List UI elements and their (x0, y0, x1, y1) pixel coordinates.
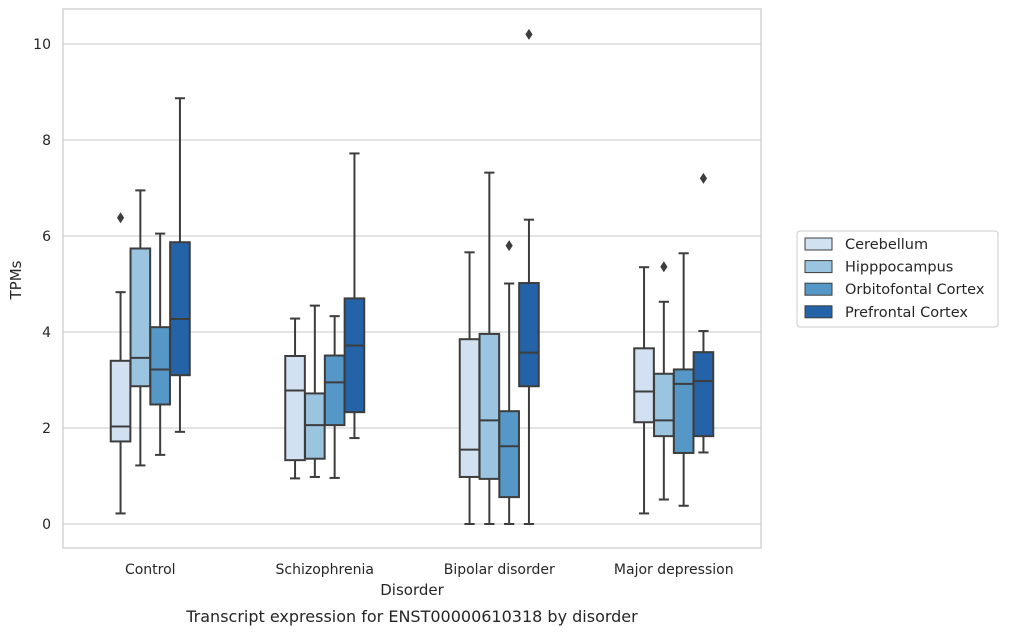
legend-items: Cerebellum Hipppocampus Orbitofontal Corte… (804, 237, 985, 321)
box-body (478, 332, 501, 480)
box-body (129, 247, 152, 388)
box-plot-box (672, 252, 695, 507)
box-body (284, 355, 306, 462)
legend-label: Hipppocampus (845, 260, 953, 276)
box-plot-box (653, 261, 675, 501)
legend-swatch (804, 237, 833, 251)
box-body (149, 326, 171, 406)
chart-caption: Transcript expression for ENST0000061031… (185, 607, 638, 626)
box-body (692, 351, 715, 438)
box-plot-box (343, 152, 366, 440)
box-plot-box (498, 240, 520, 525)
x-tick-label: Schizophrenia (276, 562, 374, 578)
box-body (633, 347, 655, 424)
legend-label: Orbitofontal Cortex (845, 282, 985, 298)
box-body (323, 354, 346, 427)
x-tick-label: Bipolar disorder (444, 562, 555, 578)
outlier-marker (660, 261, 668, 273)
legend-label: Cerebellum (845, 237, 928, 253)
box-body (458, 338, 481, 478)
box-plot-box (478, 171, 501, 525)
legend: Cerebellum Hipppocampus Orbitofontal Corte… (796, 230, 999, 328)
x-tick-label: Major depression (614, 562, 734, 578)
gridlines (63, 43, 761, 525)
box-plot-box (304, 304, 326, 478)
x-tick-label: Control (125, 562, 176, 578)
box-plot-box (692, 172, 715, 454)
y-tick-label: 4 (42, 325, 51, 341)
y-tick-label: 2 (42, 421, 51, 437)
box-plot-box (169, 97, 191, 433)
y-tick-label: 10 (33, 37, 51, 53)
outlier-marker (699, 172, 708, 184)
y-tick-label: 0 (42, 517, 51, 533)
legend-label: Prefrontal Cortex (845, 305, 968, 321)
box-plot-box (149, 232, 171, 456)
outlier-marker (116, 212, 125, 224)
legend-frame (796, 230, 999, 328)
y-axis-label: TPMs (7, 260, 25, 300)
box-body (498, 410, 520, 499)
box-plot-box (109, 212, 132, 515)
x-axis-label: Disorder (380, 581, 444, 599)
box-plot-box (284, 317, 306, 480)
box-plot-box (518, 28, 540, 525)
box-body (672, 368, 695, 454)
legend-swatch (804, 305, 833, 319)
y-axis-ticks: 0 2 4 6 8 10 (33, 37, 51, 533)
outlier-marker (525, 28, 533, 40)
boxes (109, 28, 715, 525)
box-plot-box (633, 266, 655, 515)
box-body (343, 297, 366, 414)
box-plot-box (129, 189, 152, 467)
box-body (518, 282, 540, 388)
x-axis-ticks: Control Schizophrenia Bipolar disorder Majo… (125, 562, 734, 578)
box-plot-box (458, 251, 481, 525)
legend-swatch (804, 282, 833, 296)
outlier-marker (505, 240, 513, 252)
legend-swatch (804, 260, 833, 274)
box-plot-box (323, 315, 346, 479)
box-body (653, 372, 675, 438)
box-body (169, 241, 191, 377)
plot-area-frame (62, 8, 762, 549)
y-tick-label: 6 (42, 229, 51, 245)
y-tick-label: 8 (42, 133, 51, 149)
box-body (109, 359, 132, 443)
